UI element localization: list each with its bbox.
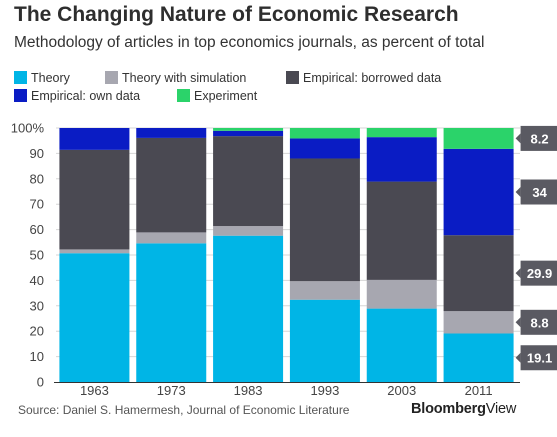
legend-swatch-theory xyxy=(14,71,27,84)
bar-segment-theory-1993 xyxy=(289,299,360,382)
data-label-empirical-borrowed-data: 29.9 xyxy=(527,266,552,281)
bar-segment-theory-with-simulation-1993 xyxy=(289,281,360,300)
data-label-theory-with-simulation: 8.8 xyxy=(531,315,549,330)
bar-segment-empirical-own-data-2011 xyxy=(443,148,514,236)
x-tick-label: 2003 xyxy=(387,383,416,398)
y-tick-label: 40 xyxy=(30,273,44,288)
brand-bold: Bloomberg xyxy=(411,401,486,417)
bar-segment-empirical-borrowed-data-1983 xyxy=(213,136,284,227)
bar-segment-empirical-borrowed-data-1963 xyxy=(59,149,130,250)
legend-item-empirical-own: Empirical: own data xyxy=(14,89,140,103)
chart-legend: Theory Theory with simulation Empirical:… xyxy=(14,71,474,111)
y-tick-label: 90 xyxy=(30,146,44,161)
y-tick-label: 60 xyxy=(30,222,44,237)
y-tick-label: 100% xyxy=(11,121,45,136)
data-label-experiment-box xyxy=(520,125,557,151)
chart-title: The Changing Nature of Economic Research xyxy=(14,3,459,26)
data-label-theory-box xyxy=(520,345,557,371)
x-tick-label: 1973 xyxy=(157,383,186,398)
brand-logo: BloombergView xyxy=(411,401,516,417)
bar-segment-empirical-borrowed-data-2003 xyxy=(366,181,437,280)
legend-item-theory: Theory xyxy=(14,71,70,85)
data-label-empirical-borrowed-data-pointer xyxy=(515,268,521,279)
bar-segment-experiment-1993 xyxy=(289,128,360,139)
y-tick-label: 70 xyxy=(30,197,44,212)
data-label-theory-pointer xyxy=(515,352,521,363)
bar-segment-theory-1973 xyxy=(136,243,207,382)
legend-swatch-empirical-borrowed xyxy=(286,71,299,84)
data-label-experiment: 8.2 xyxy=(531,131,549,146)
bar-segment-experiment-2003 xyxy=(366,128,437,138)
bar-segment-empirical-own-data-1983 xyxy=(213,130,284,137)
data-label-theory-with-simulation-box xyxy=(520,309,557,335)
legend-swatch-theory-with-simulation xyxy=(105,71,118,84)
bar-segment-empirical-borrowed-data-1973 xyxy=(136,137,207,233)
bar-segment-theory-with-simulation-2011 xyxy=(443,311,514,334)
bar-segment-theory-1983 xyxy=(213,235,284,382)
bar-segment-theory-2003 xyxy=(366,308,437,382)
x-tick-label: 1963 xyxy=(80,383,109,398)
brand-light: View xyxy=(485,401,517,417)
chart-subtitle: Methodology of articles in top economics… xyxy=(14,34,485,51)
legend-swatch-experiment xyxy=(177,89,190,102)
x-tick-label: 1983 xyxy=(234,383,263,398)
legend-label: Empirical: own data xyxy=(31,89,141,103)
legend-label: Theory xyxy=(31,71,70,85)
x-tick-label: 1993 xyxy=(310,383,339,398)
y-tick-label: 10 xyxy=(30,349,44,364)
data-label-empirical-own-data-pointer xyxy=(515,187,521,198)
bar-segment-theory-with-simulation-1973 xyxy=(136,232,207,244)
x-tick-label: 2011 xyxy=(465,383,493,398)
y-tick-label: 80 xyxy=(30,171,44,186)
bar-segment-theory-with-simulation-1963 xyxy=(59,249,130,254)
data-label-theory: 19.1 xyxy=(527,351,552,366)
bar-segment-empirical-borrowed-data-2011 xyxy=(443,235,514,312)
bar-segment-empirical-own-data-2003 xyxy=(366,137,437,182)
data-label-theory-with-simulation-pointer xyxy=(515,317,521,328)
data-label-empirical-own-data-box xyxy=(520,179,557,205)
bar-segment-theory-with-simulation-1983 xyxy=(213,226,284,236)
y-tick-label: 50 xyxy=(30,248,44,263)
bar-segment-empirical-own-data-1973 xyxy=(136,128,207,138)
y-tick-label: 30 xyxy=(30,298,44,313)
legend-label: Experiment xyxy=(194,89,258,103)
source-note: Source: Daniel S. Hamermesh, Journal of … xyxy=(18,403,350,417)
y-tick-label: 0 xyxy=(37,375,44,390)
legend-item-theory-with-simulation: Theory with simulation xyxy=(105,71,246,85)
bar-segment-theory-2011 xyxy=(443,333,514,382)
legend-label: Empirical: borrowed data xyxy=(303,71,442,85)
bar-segment-empirical-own-data-1963 xyxy=(59,128,130,150)
bar-segment-theory-1963 xyxy=(59,253,130,382)
y-tick-label: 20 xyxy=(30,324,44,339)
bar-segment-experiment-2011 xyxy=(443,128,514,149)
bar-segment-empirical-own-data-1993 xyxy=(289,138,360,159)
data-label-experiment-pointer xyxy=(515,133,521,144)
legend-item-empirical-borrowed: Empirical: borrowed data xyxy=(286,71,441,85)
data-label-empirical-own-data: 34 xyxy=(532,185,547,200)
bar-segment-theory-with-simulation-2003 xyxy=(366,279,437,309)
legend-label: Theory with simulation xyxy=(122,71,247,85)
bar-segment-empirical-borrowed-data-1993 xyxy=(289,158,360,282)
bar-segment-experiment-1983 xyxy=(213,128,284,131)
data-label-empirical-borrowed-data-box xyxy=(520,260,557,286)
legend-swatch-empirical-own xyxy=(14,89,27,102)
legend-item-experiment: Experiment xyxy=(177,89,257,103)
